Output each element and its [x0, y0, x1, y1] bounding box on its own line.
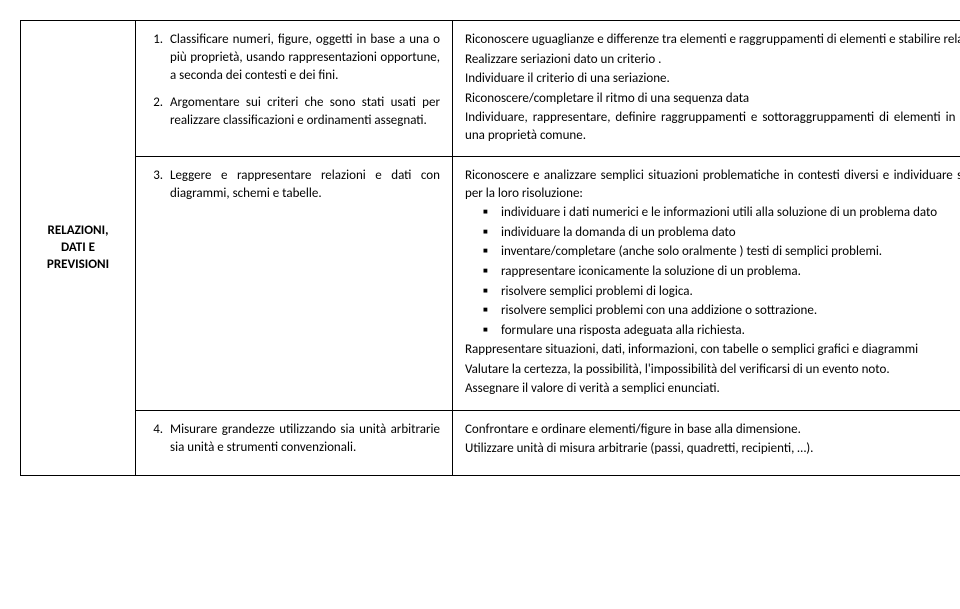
- detail-text: Assegnare il valore di verità a semplici…: [465, 380, 960, 398]
- bullet-item: risolvere semplici problemi di logica.: [501, 283, 960, 301]
- objectives-cell: Classificare numeri, figure, oggetti in …: [136, 21, 453, 157]
- detail-text: Confrontare e ordinare elementi/figure i…: [465, 421, 960, 439]
- table-row: RELAZIONI, DATI E PREVISIONI Classificar…: [21, 21, 960, 157]
- detail-text: Rappresentare situazioni, dati, informaz…: [465, 341, 960, 359]
- bullet-item: rappresentare iconicamente la soluzione …: [501, 263, 960, 281]
- detail-text: Riconoscere/completare il ritmo di una s…: [465, 90, 960, 108]
- bullet-item: formulare una risposta adeguata alla ric…: [501, 322, 960, 340]
- detail-intro: Riconoscere e analizzare semplici situaz…: [465, 167, 960, 202]
- objective-item: Argomentare sui criteri che sono stati u…: [166, 94, 440, 130]
- section-label-line3: PREVISIONI: [33, 257, 123, 274]
- bullet-list: individuare i dati numerici e le informa…: [465, 204, 960, 339]
- detail-text: Utilizzare unità di misura arbitrarie (p…: [465, 440, 960, 458]
- bullet-item: individuare i dati numerici e le informa…: [501, 204, 960, 222]
- objectives-list: Classificare numeri, figure, oggetti in …: [148, 31, 440, 130]
- section-label-line2: DATI E: [33, 240, 123, 257]
- detail-text: Valutare la certezza, la possibilità, l'…: [465, 361, 960, 379]
- bullet-item: individuare la domanda di un problema da…: [501, 224, 960, 242]
- objective-item: Classificare numeri, figure, oggetti in …: [166, 31, 440, 86]
- details-cell: Confrontare e ordinare elementi/figure i…: [453, 410, 960, 475]
- table-row: Misurare grandezze utilizzando sia unità…: [21, 410, 960, 475]
- details-cell: Riconoscere uguaglianze e differenze tra…: [453, 21, 960, 157]
- section-label-line1: RELAZIONI,: [33, 223, 123, 240]
- table-row: Leggere e rappresentare relazioni e dati…: [21, 157, 960, 411]
- detail-text: Riconoscere uguaglianze e differenze tra…: [465, 31, 960, 49]
- curriculum-table: RELAZIONI, DATI E PREVISIONI Classificar…: [20, 20, 960, 476]
- objective-item: Leggere e rappresentare relazioni e dati…: [166, 167, 440, 203]
- objectives-list: Misurare grandezze utilizzando sia unità…: [148, 421, 440, 457]
- details-cell: Riconoscere e analizzare semplici situaz…: [453, 157, 960, 411]
- bullet-item: inventare/completare (anche solo oralmen…: [501, 243, 960, 261]
- objectives-cell: Leggere e rappresentare relazioni e dati…: [136, 157, 453, 411]
- objectives-list: Leggere e rappresentare relazioni e dati…: [148, 167, 440, 203]
- detail-text: Individuare il criterio di una seriazion…: [465, 70, 960, 88]
- objective-item: Misurare grandezze utilizzando sia unità…: [166, 421, 440, 457]
- bullet-item: risolvere semplici problemi con una addi…: [501, 302, 960, 320]
- section-label-cell: RELAZIONI, DATI E PREVISIONI: [21, 21, 136, 476]
- detail-text: Individuare, rappresentare, definire rag…: [465, 109, 960, 144]
- objectives-cell: Misurare grandezze utilizzando sia unità…: [136, 410, 453, 475]
- detail-text: Realizzare seriazioni dato un criterio .: [465, 51, 960, 69]
